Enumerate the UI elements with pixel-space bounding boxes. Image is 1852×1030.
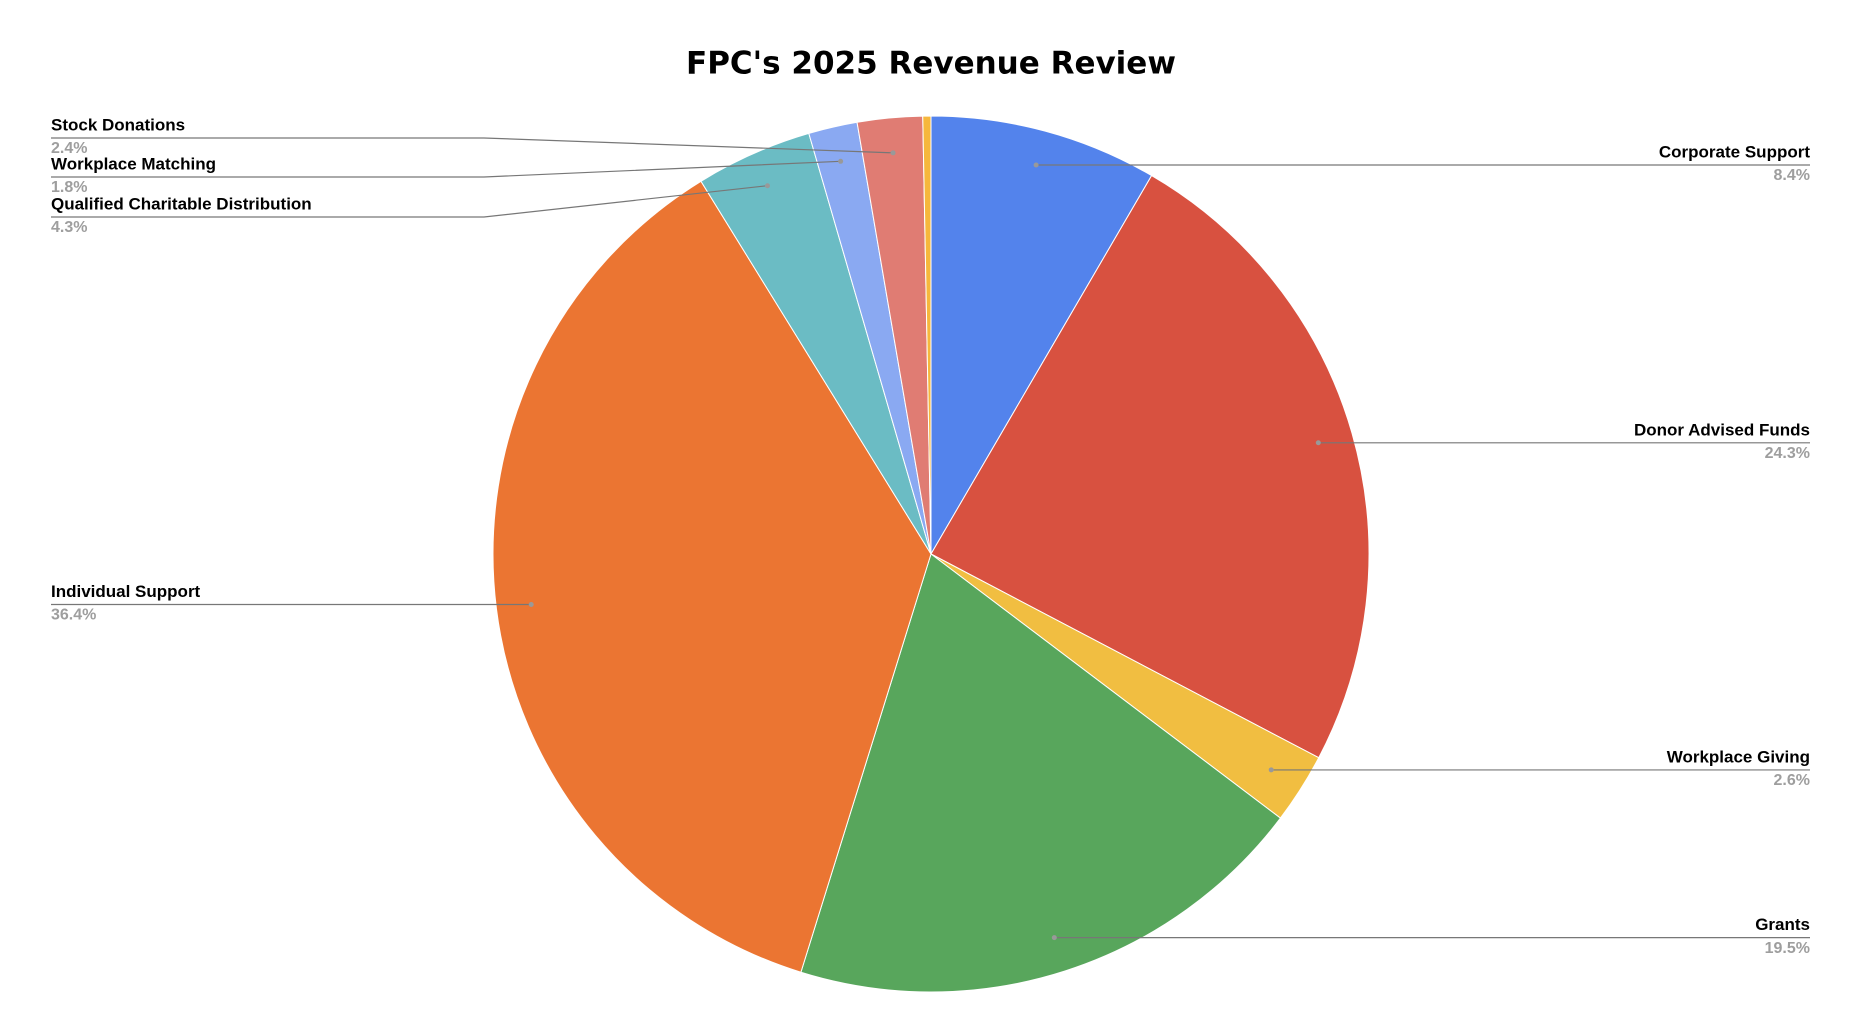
slice-value-label: 36.4% bbox=[51, 607, 96, 624]
slice-value-label: 1.8% bbox=[51, 179, 87, 196]
pie-slice bbox=[492, 180, 932, 973]
chart-title: FPC's 2025 Revenue Review bbox=[686, 46, 1176, 82]
slice-value-label: 2.6% bbox=[1774, 772, 1810, 789]
leader-dot bbox=[764, 183, 770, 189]
leader-line bbox=[51, 137, 894, 154]
slice-label: Workplace Matching bbox=[51, 154, 216, 173]
slice-value-label: 8.4% bbox=[1774, 167, 1810, 184]
leader-dot bbox=[1033, 162, 1039, 168]
leader-dot bbox=[1315, 440, 1321, 446]
leader-dot bbox=[1051, 935, 1057, 941]
slice-label: Qualified Charitable Distribution bbox=[51, 194, 312, 213]
pie-slice bbox=[800, 553, 1282, 993]
slice-label: Grants bbox=[1755, 915, 1810, 934]
slice-label: Stock Donations bbox=[51, 115, 185, 134]
pie-slice bbox=[930, 115, 1153, 556]
slice-value-label: 4.3% bbox=[51, 219, 87, 236]
slice-label: Corporate Support bbox=[1659, 142, 1810, 161]
pie-slice bbox=[922, 115, 932, 555]
leader-dot bbox=[838, 158, 844, 164]
leader-dot bbox=[890, 150, 896, 156]
slice-label: Workplace Giving bbox=[1667, 747, 1810, 766]
leader-dot bbox=[1268, 767, 1274, 773]
slice-value-label: 2.4% bbox=[51, 140, 87, 157]
leader-line bbox=[51, 160, 841, 178]
leader-dot bbox=[528, 602, 534, 608]
leader-line bbox=[51, 185, 768, 218]
pie-slice bbox=[930, 174, 1370, 759]
slice-value-label: 24.3% bbox=[1765, 445, 1810, 462]
slice-label: Individual Support bbox=[51, 582, 201, 601]
slice-label: Donor Advised Funds bbox=[1634, 420, 1810, 439]
slice-value-label: 19.5% bbox=[1765, 940, 1810, 957]
